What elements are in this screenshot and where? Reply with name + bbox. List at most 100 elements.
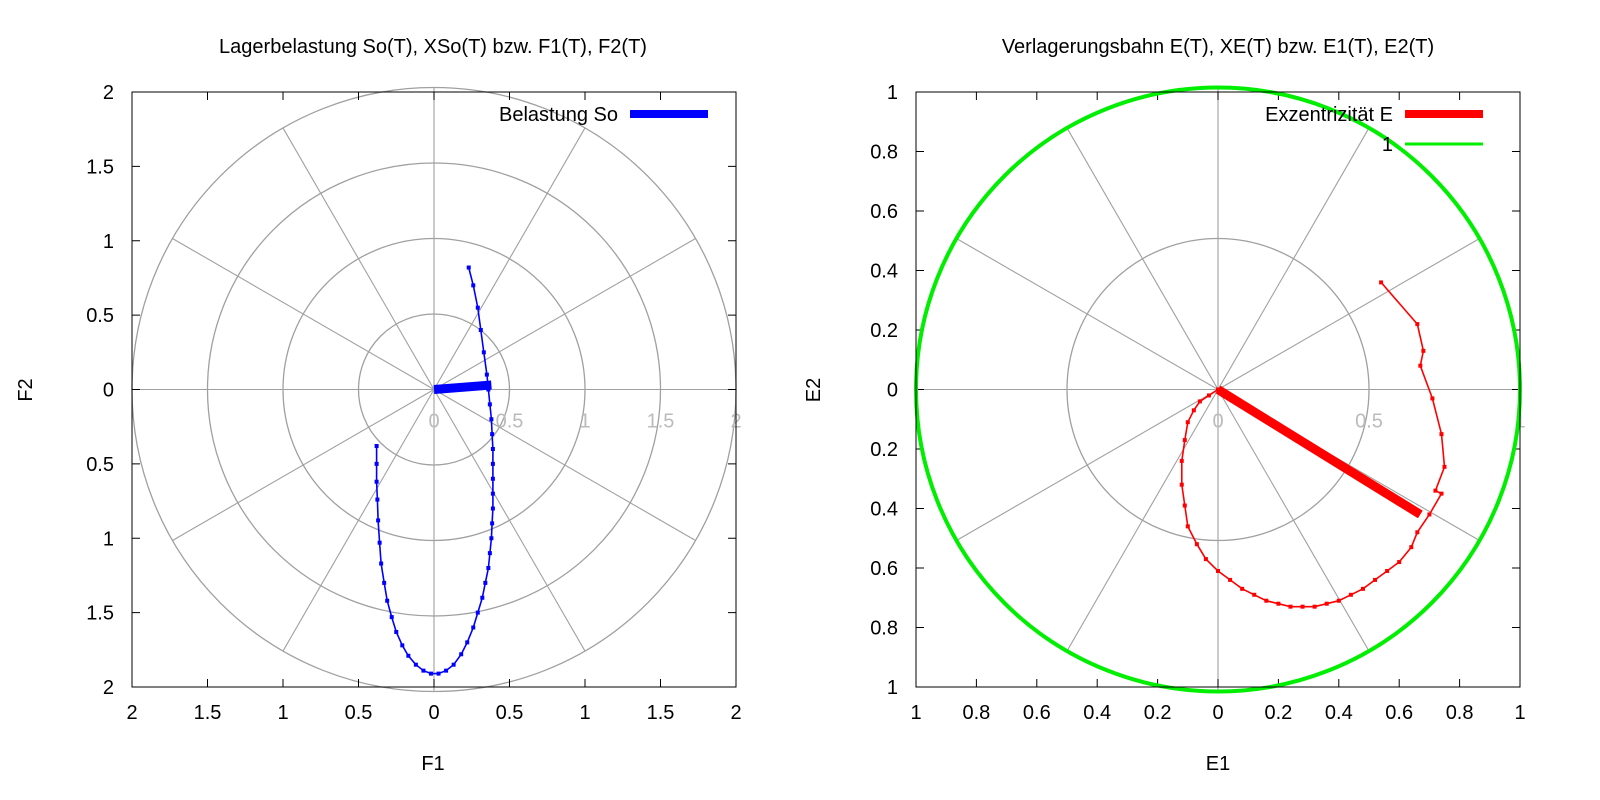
data-point <box>1206 393 1211 398</box>
x-tick-label: 1.5 <box>647 702 675 724</box>
data-point <box>487 551 492 556</box>
grid-spoke <box>172 389 435 541</box>
data-point <box>490 476 495 481</box>
grid-radial-label: 0 <box>428 411 439 433</box>
data-point <box>1252 592 1257 597</box>
y-tick-label: 0.8 <box>870 142 898 164</box>
panel-verlagerungsbahn: Verlagerungsbahn E(T), XE(T) bzw. E1(T),… <box>803 36 1526 775</box>
data-point <box>486 566 491 570</box>
y-tick-label: 0.2 <box>870 320 898 342</box>
data-point <box>1179 482 1184 487</box>
data-point <box>490 491 495 496</box>
data-point <box>444 668 449 673</box>
y-tick-label: 2 <box>103 82 114 104</box>
data-point <box>475 610 480 615</box>
data-point <box>483 580 488 585</box>
data-point <box>1185 420 1190 425</box>
data-point <box>1191 408 1196 413</box>
data-point <box>486 387 491 392</box>
x-tick-label: 2 <box>730 702 741 724</box>
data-point <box>1439 432 1444 437</box>
data-point <box>382 580 387 585</box>
data-point <box>436 671 441 676</box>
grid-spoke <box>282 389 435 652</box>
data-point <box>1415 530 1420 535</box>
data-point <box>406 653 411 658</box>
data-point <box>1216 387 1220 392</box>
chart-title: Verlagerungsbahn E(T), XE(T) bzw. E1(T),… <box>1002 36 1434 58</box>
data-point <box>1442 464 1447 469</box>
legend-label: Belastung So <box>499 104 618 126</box>
data-point <box>1421 348 1426 353</box>
x-tick-label: 0.6 <box>1023 702 1051 724</box>
data-point <box>1194 542 1199 547</box>
x-tick-label: 1.5 <box>194 702 222 724</box>
data-point <box>1216 568 1220 573</box>
legend-label: 1 <box>1382 134 1393 156</box>
series-vector <box>1215 385 1423 519</box>
data-point <box>374 461 379 466</box>
x-axis-label: F1 <box>421 753 444 775</box>
data-point <box>413 662 418 667</box>
x-tick-label: 2 <box>126 702 137 724</box>
data-point <box>1197 399 1202 404</box>
x-tick-label: 0.4 <box>1325 702 1353 724</box>
data-point <box>1182 503 1187 508</box>
data-point <box>389 615 394 620</box>
data-point <box>400 643 405 648</box>
y-tick-label: 1.5 <box>86 603 114 625</box>
y-tick-label: 0.8 <box>870 618 898 640</box>
grid-spoke <box>433 389 696 541</box>
series-trajectory <box>1181 281 1446 608</box>
data-point <box>487 402 492 407</box>
x-tick-label: 1 <box>1514 702 1525 724</box>
data-point <box>490 432 495 437</box>
grid-spoke <box>1217 389 1370 652</box>
data-point <box>1348 592 1353 597</box>
data-point <box>1179 458 1184 463</box>
y-axis-label: E2 <box>803 378 825 402</box>
data-point <box>471 283 476 288</box>
data-point <box>451 662 456 667</box>
data-point <box>375 497 380 502</box>
data-point <box>490 506 495 511</box>
y-tick-label: 1 <box>103 231 114 253</box>
x-tick-label: 0.6 <box>1385 702 1413 724</box>
data-point <box>374 479 379 484</box>
data-point <box>377 540 382 545</box>
data-point <box>428 671 433 676</box>
data-point <box>1385 568 1390 573</box>
data-point <box>471 625 476 630</box>
y-tick-label: 0.4 <box>870 499 898 521</box>
x-tick-label: 1 <box>277 702 288 724</box>
x-tick-label: 0.8 <box>1446 702 1474 724</box>
data-point <box>480 595 485 600</box>
x-tick-label: 0.5 <box>496 702 524 724</box>
x-tick-label: 0.8 <box>962 702 990 724</box>
data-point <box>1439 491 1444 496</box>
data-point <box>1409 545 1414 550</box>
y-axis-label: F2 <box>15 378 37 401</box>
data-point <box>379 561 384 566</box>
data-point <box>489 536 494 541</box>
series-vector <box>433 380 492 394</box>
data-point <box>1373 577 1378 582</box>
legend: Belastung So <box>499 104 708 126</box>
grid-spoke <box>433 238 696 390</box>
data-point <box>1185 524 1190 529</box>
data-point <box>1324 601 1329 606</box>
x-tick-label: 0.2 <box>1144 702 1172 724</box>
data-point <box>1288 604 1293 609</box>
x-tick-label: 0.2 <box>1264 702 1292 724</box>
grid-spoke <box>1217 238 1480 390</box>
data-point <box>1397 560 1402 565</box>
grid-radial-label: 0 <box>1212 411 1223 433</box>
x-tick-label: 0.5 <box>345 702 373 724</box>
y-tick-label: 0.6 <box>870 201 898 223</box>
x-tick-label: 0.4 <box>1083 702 1111 724</box>
grid-spoke <box>172 238 435 390</box>
data-point <box>459 652 464 657</box>
grid-spoke <box>433 127 586 390</box>
axis-ticks: 2 1.5 1 0.5 0 0.5 1 1.5 221.510.500.511.52 <box>86 82 741 724</box>
data-point <box>394 629 399 634</box>
